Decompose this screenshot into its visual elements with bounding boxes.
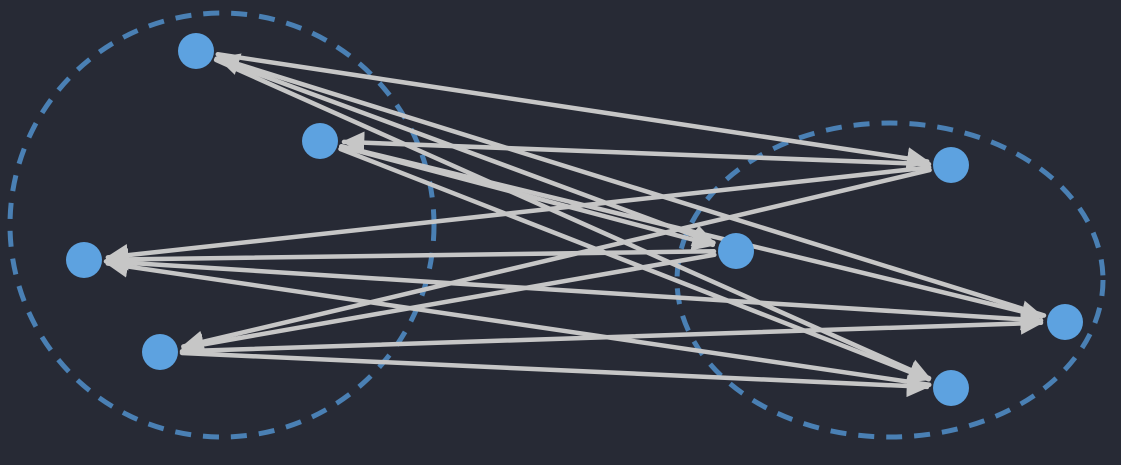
edge-R2-to-L4 [181, 252, 717, 356]
node-R3[interactable] [1047, 304, 1083, 340]
edge-L3-to-R3 [103, 259, 1044, 331]
edge-R1-to-L4 [181, 167, 932, 353]
edge-R1-to-L2 [341, 131, 932, 167]
edge-L4-to-R4 [179, 350, 930, 398]
node-L3[interactable] [66, 242, 102, 278]
node-R1[interactable] [933, 147, 969, 183]
groups-layer [7, 10, 1106, 440]
edge-R2-to-L3 [105, 248, 717, 271]
edge-L1-to-R4 [213, 57, 932, 381]
node-L2[interactable] [302, 123, 338, 159]
edge-L1-to-R1 [215, 52, 930, 170]
node-R2[interactable] [718, 233, 754, 269]
node-L1[interactable] [178, 33, 214, 69]
node-L4[interactable] [142, 334, 178, 370]
edge-L4-to-R3 [179, 312, 1044, 354]
nodes-layer [66, 33, 1083, 406]
edge-R4-to-L3 [105, 255, 932, 388]
edge-L2-to-R3 [339, 143, 1044, 323]
edge-R3-to-L1 [216, 53, 1047, 318]
edge-L1-to-R2 [214, 56, 716, 247]
edge-L2-to-R4 [338, 146, 931, 383]
node-R4[interactable] [933, 370, 969, 406]
left-group-outline [7, 10, 437, 440]
right-group-outline [674, 120, 1106, 440]
edge-R1-to-L3 [105, 165, 932, 267]
edges-layer [103, 52, 1047, 398]
